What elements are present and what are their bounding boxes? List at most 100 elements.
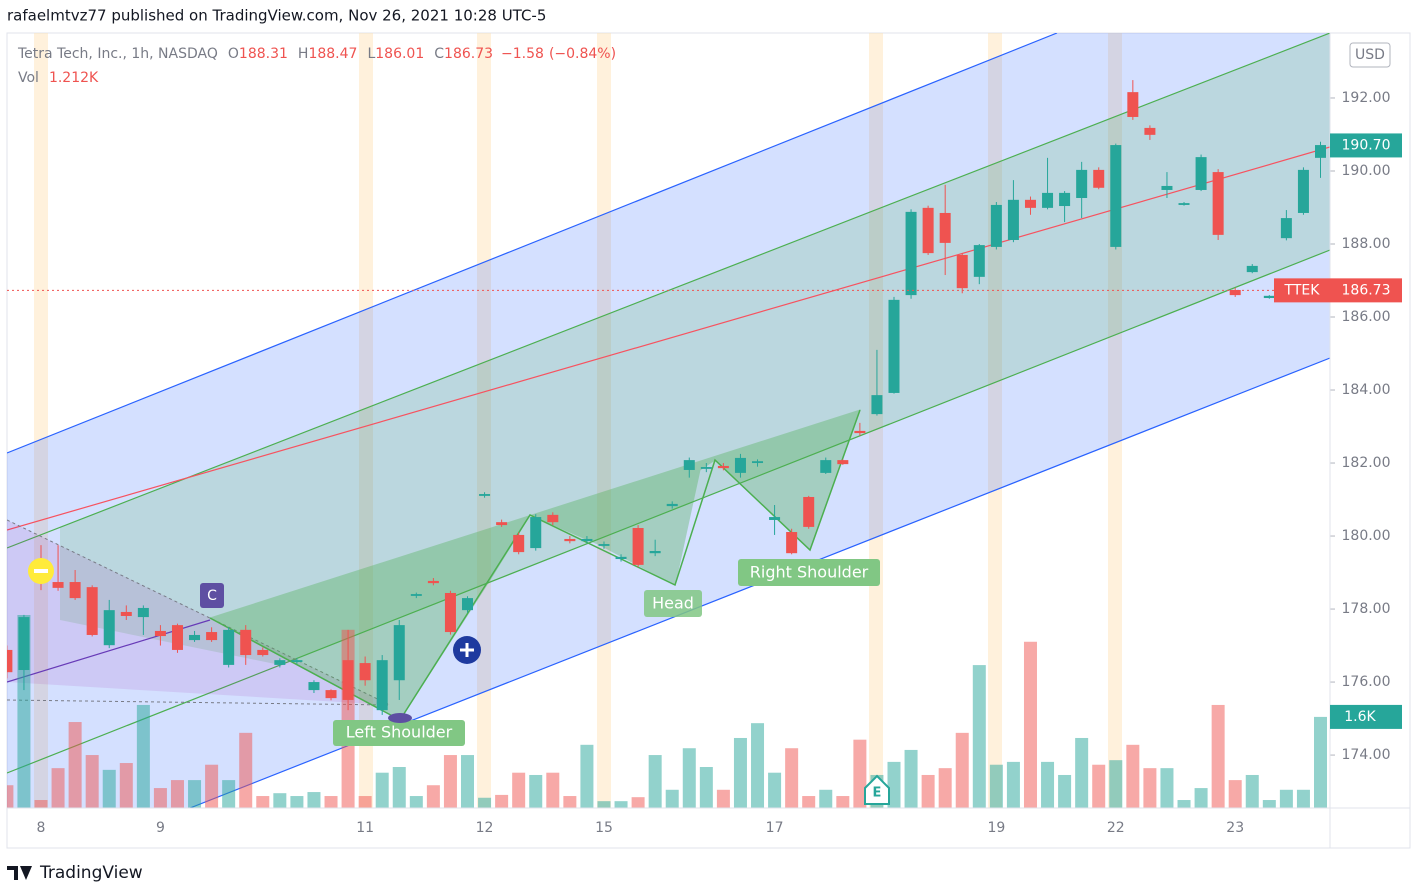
volume-bar [1092,764,1106,808]
candle-body [990,204,1002,247]
candle-body [240,629,252,656]
volume-bar [1194,788,1208,808]
candle-body [530,517,542,549]
y-tick-label: 178.00 [1342,601,1391,617]
candle-body [513,534,525,553]
volume-bar [51,768,65,808]
plus-sign [460,643,474,657]
y-tick-label: 192.00 [1342,90,1391,106]
last-price-label: 190.70 [1342,137,1391,153]
x-tick-label: 22 [1107,820,1125,836]
footer-logo: TradingView [7,863,143,883]
y-tick-label: 188.00 [1342,236,1391,252]
volume-bar [648,755,662,808]
label-box [644,590,702,617]
volume-bar [1279,789,1293,808]
candle-body [86,587,98,635]
volume-bar [1109,760,1123,808]
candle-body [496,522,508,526]
inner-bottom [7,249,1330,774]
volume-bar [563,796,577,808]
annotation: Head [652,594,694,613]
median-line [7,146,1330,531]
candle-body [820,460,832,473]
candle-body [410,594,422,596]
candle-body [752,461,764,464]
candle-body [18,617,30,671]
candle-body [1076,169,1088,199]
volume-bar [222,780,236,808]
minus-sign [34,569,48,573]
volume-bar [1075,737,1089,808]
annotation: Left Shoulder [346,723,453,742]
volume-bar [375,772,389,808]
x-tick-label: 15 [595,820,613,836]
candle-body [734,457,746,473]
x-tick-label: 17 [766,820,784,836]
volume [7,615,1327,808]
volume-bar [136,704,150,808]
volume-legend: Vol 1.212K [18,70,99,86]
candle-body [257,649,269,656]
x-tick-label: 12 [476,820,494,836]
volume-bar [1041,761,1055,808]
volume-bar [887,761,901,808]
legend-value: 188.31 [239,46,288,62]
legend-change-percent: (−0.84%) [549,46,616,62]
inner-channel [60,33,1330,665]
legend-key: L [367,46,375,62]
candle-body [189,634,201,641]
candle-body [649,551,661,554]
volume-bar [819,789,833,808]
currency: USD [1355,47,1385,63]
candle-body [973,245,985,277]
volume-bar [170,780,184,808]
volume-bar [1006,761,1020,808]
candle-body [564,538,576,542]
currency-box [1349,42,1391,68]
candle-body [1059,192,1071,207]
candle-body [666,503,678,507]
volume-bar [546,772,560,808]
candle-body [479,494,491,496]
volume-bar [1023,641,1037,808]
volume-bar [921,774,935,808]
volume-bar [290,796,304,808]
x-tick-label: 23 [1226,820,1244,836]
legend-title: Tetra Tech, Inc., 1h, NASDAQ [17,46,218,62]
volume-bar [188,780,202,808]
candle-body [1246,265,1258,273]
volume-bar [478,797,492,808]
legend-key: H [298,46,309,62]
candle-body [803,496,815,527]
candle-body [1263,295,1275,299]
candle-body [922,207,934,254]
candle-body [1110,145,1122,247]
candle-body [462,598,473,611]
candle-body [581,538,593,542]
volume-bar [768,772,782,808]
volume-bar [1211,704,1225,808]
marker-box [200,583,224,608]
volume-bar [751,723,765,808]
candle-body [206,632,218,641]
legend: Tetra Tech, Inc., 1h, NASDAQ O188.31 H188.… [17,46,616,62]
volume-bar [1143,768,1157,808]
footer: TradingView [39,863,143,883]
y-tick-label: 184.00 [1342,382,1391,398]
candle-body [1007,199,1019,240]
candle-body [137,607,149,618]
volume-bar [699,767,713,808]
volume-bar [7,785,14,808]
candle-body [154,630,166,637]
volume-bar [1296,789,1310,808]
x-tick-label: 19 [987,820,1005,836]
pattern-labels: Left Shoulder Head Right Shoulder C E [28,558,890,805]
candle-body [717,465,729,469]
candle-body [956,254,968,289]
last-price-tag [1330,133,1402,158]
candle-body [547,514,559,523]
candle-body [1229,289,1241,296]
candle-body [1280,218,1292,239]
candle-body [52,582,64,588]
